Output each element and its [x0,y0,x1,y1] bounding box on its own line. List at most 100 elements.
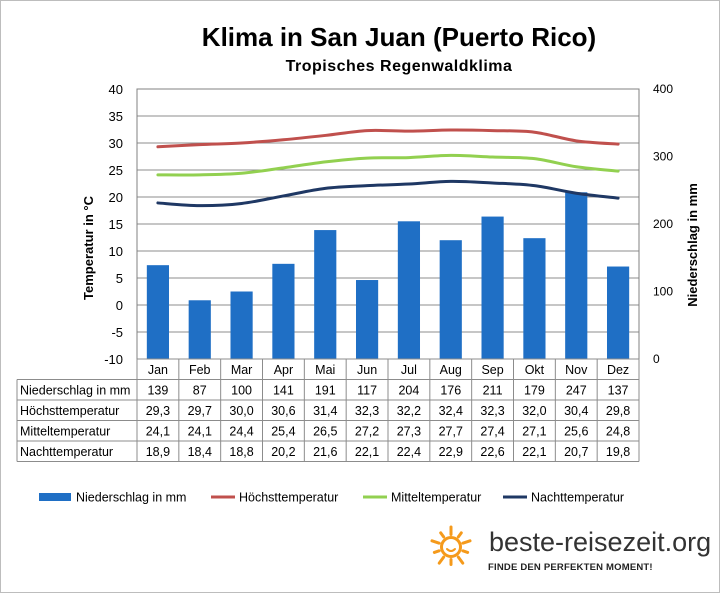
sun-ray [432,549,441,554]
temperature-line-mean [156,153,620,177]
table-row-header: Mitteltemperatur [20,425,110,439]
table-cell: 22,9 [439,445,463,459]
temperature-lines [156,128,620,208]
table-cell: 191 [315,384,336,398]
sun-icon [430,525,472,566]
precipitation-bar [355,280,379,359]
precipitation-bar [439,240,462,359]
data-table: Jan Feb Mar Apr Mai Jun Jul Aug Sep Okt Nov Dez Nied… [16,358,640,462]
right-axis-title: Niederschlag in mm [685,183,700,307]
sun-disc [440,536,462,558]
table-cell: 19,8 [606,445,630,459]
month-label: Dez [607,363,629,377]
precipitation-bar [606,266,630,359]
table-cell: 32,4 [439,404,463,418]
left-tick-label: 25 [109,163,123,178]
left-tick-label: 40 [109,82,123,97]
table-cell: 27,7 [439,425,463,439]
table-cell: 24,4 [229,425,253,439]
sun-ray [461,549,470,554]
table-cell: 141 [273,384,294,398]
left-tick-label: 5 [116,271,123,286]
right-tick-label: 200 [653,217,673,231]
table-cell: 27,1 [522,425,546,439]
precipitation-bar [230,291,253,359]
table-cell: 20,7 [564,445,588,459]
chart-subtitle: Tropisches Regenwaldklima [286,58,513,75]
left-tick-label: 35 [109,109,123,124]
legend-label: Niederschlag in mm [76,491,186,505]
table-cell: 22,4 [397,445,421,459]
table-cell: 29,3 [146,404,170,418]
left-tick-label: -10 [104,352,123,367]
month-label: Apr [274,363,293,377]
table-cell: 176 [440,384,461,398]
temperature-line-min [156,179,620,208]
site-logo: beste-reisezeit.org FINDE DEN PERFEKTEN … [430,525,711,573]
table-cell: 25,4 [271,425,295,439]
table-cell: 32,0 [522,404,546,418]
precipitation-bar [272,263,295,359]
table-cell: 29,8 [606,404,630,418]
right-tick-label: 100 [653,285,673,299]
table-cell: 211 [483,384,503,398]
precipitation-bar [146,265,170,359]
legend-label: Nachttemperatur [531,491,624,505]
table-cell: 18,8 [229,445,253,459]
table-cell: 32,3 [355,404,379,418]
sun-ray [461,539,472,545]
precipitation-bar [397,221,421,359]
table-cell: 24,1 [188,425,212,439]
table-cell: 30,6 [271,404,295,418]
left-tick-label: 20 [109,190,123,205]
month-label: Mai [315,363,335,377]
table-cell: 22,1 [355,445,379,459]
legend-label: Höchsttemperatur [239,491,338,505]
table-cell: 179 [524,384,545,398]
left-tick-label: 30 [109,136,123,151]
table-cell: 87 [193,384,207,398]
left-tick-label: 10 [109,244,123,259]
month-label: Okt [525,363,545,377]
sun-ray [456,531,463,539]
right-axis-ticks: 400 300 200 100 0 [653,82,673,366]
table-cell: 18,4 [188,445,212,459]
left-tick-label: -5 [111,325,123,340]
left-tick-label: 15 [109,217,123,232]
right-tick-label: 0 [653,352,660,366]
month-label: Sep [481,363,503,377]
left-tick-label: 0 [116,298,123,313]
table-cell: 137 [608,384,629,398]
left-axis-title: Temperatur in °C [81,195,96,300]
precipitation-bar [314,230,337,359]
sun-ray [439,531,446,539]
precipitation-bars [146,192,630,359]
table-cell: 31,4 [313,404,337,418]
legend-swatch [39,493,71,501]
table-cell: 247 [566,384,587,398]
table-cell: 204 [398,384,419,398]
month-label: Mar [231,363,253,377]
month-label: Jan [148,363,168,377]
table-cell: 22,1 [522,445,546,459]
table-cell: 21,6 [313,445,337,459]
table-cell: 27,4 [480,425,504,439]
precipitation-bar [523,238,546,359]
table-row-header: Höchsttemperatur [20,404,119,418]
left-axis-ticks: 40 35 30 25 20 15 10 5 0 -5 -10 [104,82,123,367]
table-cell: 27,2 [355,425,379,439]
table-cell: 27,3 [397,425,421,439]
month-label: Aug [440,363,462,377]
table-cell: 117 [357,384,377,398]
table-cell: 29,7 [188,404,212,418]
table-cell: 18,9 [146,445,170,459]
table-cell: 25,6 [564,425,588,439]
sun-ray [430,539,441,545]
month-label: Jun [357,363,377,377]
table-cell: 22,6 [480,445,504,459]
table-cell: 100 [231,384,252,398]
sun-ray [437,555,446,565]
table-cell: 30,4 [564,404,588,418]
